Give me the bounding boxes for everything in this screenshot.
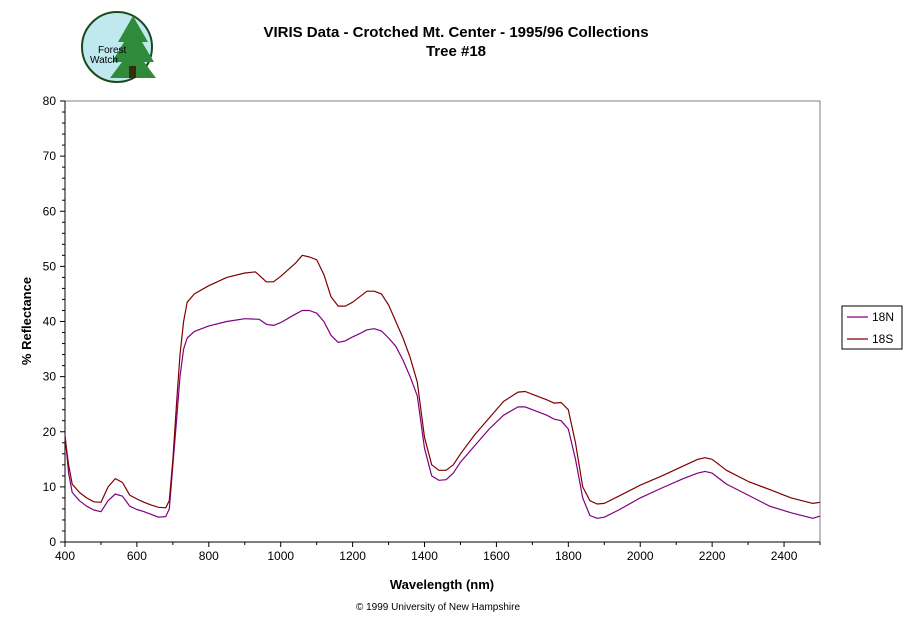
y-tick-label: 10 (43, 480, 57, 494)
x-tick-label: 2200 (699, 549, 726, 563)
tree-trunk-icon (129, 66, 136, 78)
legend: 18N 18S (841, 305, 903, 350)
copyright-footer: © 1999 University of New Hampshire (356, 602, 521, 613)
chart-subtitle: Tree #18 (426, 43, 486, 60)
x-tick-label: 1000 (267, 549, 294, 563)
x-axis-label: Wavelength (nm) (390, 577, 494, 592)
y-tick-label: 70 (43, 149, 57, 163)
chart-title: VIRIS Data - Crotched Mt. Center - 1995/… (263, 24, 648, 41)
y-tick-label: 80 (43, 94, 57, 108)
x-tick-label: 1200 (339, 549, 366, 563)
x-tick-label: 400 (55, 549, 75, 563)
plot-area (64, 100, 821, 543)
x-tick-label: 600 (127, 549, 147, 563)
y-axis-label: % Reflectance (19, 277, 34, 365)
x-tick-label: 2000 (627, 549, 654, 563)
y-tick-label: 30 (43, 370, 57, 384)
series-layer (64, 254, 821, 519)
y-tick-label: 0 (49, 535, 56, 549)
y-tick-label: 50 (43, 259, 57, 273)
x-axis: 400 600 800 1000 1200 1400 1600 1800 2000 2200 240… (55, 541, 821, 563)
x-tick-label: 800 (199, 549, 219, 563)
series-line-18s (64, 254, 821, 509)
series-line-18n (64, 309, 821, 519)
y-tick-label: 20 (43, 425, 57, 439)
legend-box (841, 305, 903, 350)
x-tick-label: 1400 (411, 549, 438, 563)
forest-watch-logo: Forest Watch (81, 11, 156, 83)
x-tick-label: 2400 (771, 549, 798, 563)
legend-label-18s: 18S (872, 332, 893, 346)
tree-icon (110, 16, 156, 78)
y-tick-label: 60 (43, 204, 57, 218)
legend-label-18n: 18N (872, 310, 894, 324)
x-tick-label: 1600 (483, 549, 510, 563)
logo-text-line1: Forest (98, 45, 127, 56)
y-tick-label: 40 (43, 315, 57, 329)
y-axis: 0 10 20 30 40 50 60 70 80 (43, 94, 66, 549)
logo-text-line2: Watch (90, 55, 118, 66)
x-tick-label: 1800 (555, 549, 582, 563)
